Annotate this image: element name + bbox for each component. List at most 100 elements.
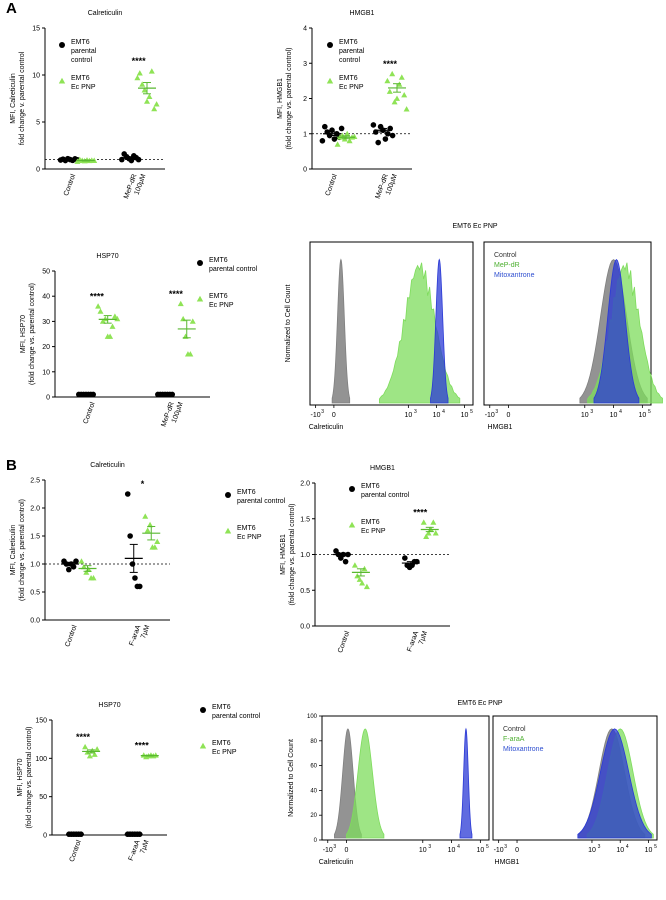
a2-point-ecpnp (398, 74, 405, 80)
b3-point-ecpnp (152, 752, 159, 758)
b4-x-tick-label: -10 (494, 847, 504, 854)
b2-y-tick-label: 0.0 (300, 624, 310, 631)
a4-x-label: HMGB1 (488, 424, 513, 431)
b1-point-parental (124, 491, 131, 497)
b1-point-parental (136, 583, 143, 590)
a2-y-tick-label: 2 (303, 96, 307, 103)
a3-y-tick-label: 50 (42, 269, 50, 276)
a3-y-tick-label: 0 (46, 395, 50, 402)
b4-x-tick-label: 10 (476, 847, 484, 854)
a2-point-ecpnp (391, 99, 398, 105)
a3-point-ecpnp (189, 318, 196, 324)
a1-y-label: fold change v. parental control (19, 51, 26, 145)
b2-legend-label: parental control (361, 492, 410, 499)
a4-x-tick-exponent: 3 (414, 409, 417, 415)
b4-histogram-faraa (346, 728, 385, 839)
b1-legend-marker-ecpnp (224, 527, 232, 534)
b4-y-tick-label: 0 (314, 838, 318, 844)
a2-legend-label: control (339, 57, 360, 64)
a4-panel-frame (483, 241, 652, 406)
a3-legend-marker-parental (197, 260, 203, 266)
b1-title: Calreticulin (90, 462, 125, 469)
b3-y-label: (fold change vs. parental control) (26, 727, 33, 829)
b2-y-label: MFI, HMGB1 (280, 534, 287, 575)
b2-point-ecpnp (363, 583, 370, 590)
a1-y-tick-label: 0 (36, 167, 40, 174)
b1-y-tick-label: 1.5 (30, 534, 40, 541)
a4-x-tick-label: 10 (433, 412, 441, 419)
a4-x-tick-label: 0 (332, 412, 336, 419)
b1-legend-marker-parental (225, 492, 231, 498)
b1-y-tick-label: 1.0 (30, 562, 40, 569)
a2-legend-marker-parental (327, 42, 333, 48)
a3-y-tick-label: 40 (42, 294, 50, 301)
a2-y-tick-label: 1 (303, 131, 307, 138)
b4-y-tick-label: 60 (310, 764, 317, 770)
a2-point-ecpnp (386, 88, 393, 94)
b1-point-parental (132, 575, 138, 581)
a4-legend-mepdr: MeP-dR (494, 262, 520, 269)
b1-y-tick-label: 2.0 (30, 506, 40, 513)
b2-y-label: (fold change vs. parental control) (289, 504, 296, 606)
b4-legend-control: Control (503, 726, 526, 733)
a3-legend-marker-ecpnp (196, 295, 204, 302)
a4-title: EMT6 Ec PNP (452, 223, 497, 230)
b4-x-tick-exponent: 3 (504, 844, 507, 850)
a2-point-parental (322, 123, 328, 130)
a1-point-ecpnp (134, 74, 141, 81)
b4-x-tick-label: -10 (323, 847, 333, 854)
b2-legend-marker-ecpnp (348, 521, 356, 528)
a3-point-ecpnp (187, 351, 194, 357)
a2-point-ecpnp (401, 91, 408, 98)
b2-legend-label: EMT6 (361, 483, 380, 490)
b4-x-tick-label: 0 (515, 847, 519, 854)
b2-y-tick-label: 1.5 (300, 516, 310, 523)
a1-legend-marker-ecpnp (58, 77, 66, 84)
b1-legend-label: EMT6 (237, 489, 256, 496)
a2-title: HMGB1 (350, 10, 375, 17)
a4-x-tick-label: 10 (461, 412, 469, 419)
b4-y-tick-label: 100 (307, 714, 318, 720)
b4-x-label: HMGB1 (495, 859, 520, 866)
a4-x-tick-label: 10 (638, 412, 646, 419)
a4-histogram-mitoxantrone (430, 258, 449, 404)
panel-letter-a: A (6, 0, 17, 17)
b3-y-tick-label: 100 (35, 756, 47, 763)
a3-y-label: MFI, HSP70 (20, 315, 27, 353)
a4-x-tick-exponent: 3 (495, 409, 498, 415)
a1-y-tick-label: 10 (32, 73, 40, 80)
b4-x-tick-label: 0 (345, 847, 349, 854)
a1-point-ecpnp (148, 68, 155, 74)
a4-x-label: Calreticulin (309, 424, 344, 431)
a1-legend-label: EMT6 (71, 39, 90, 46)
b2-significance: **** (413, 507, 428, 517)
b3-title: HSP70 (98, 702, 120, 709)
a3-legend-label: parental control (209, 266, 258, 273)
a3-y-tick-label: 20 (42, 344, 50, 351)
a1-point-ecpnp (153, 101, 160, 107)
b4-histogram-mitoxantrone (577, 728, 652, 839)
a3-point-ecpnp (97, 308, 104, 314)
b3-legend-marker-ecpnp (199, 742, 207, 749)
a4-legend-control: Control (494, 252, 517, 259)
a1-y-tick-label: 15 (32, 26, 40, 33)
b4-title: EMT6 Ec PNP (457, 700, 502, 707)
a1-y-tick-label: 5 (36, 120, 40, 127)
b3-point-ecpnp (91, 751, 98, 757)
a4-x-tick-exponent: 4 (442, 409, 445, 415)
b4-x-tick-exponent: 4 (457, 844, 460, 850)
a2-y-tick-label: 4 (303, 26, 307, 33)
b2-y-tick-label: 0.5 (300, 588, 310, 595)
a2-y-tick-label: 3 (303, 61, 307, 68)
a4-panel-frame (309, 241, 474, 406)
b1-point-parental (73, 558, 79, 564)
b2-point-ecpnp (420, 519, 427, 525)
b1-y-tick-label: 0.5 (30, 590, 40, 597)
a3-significance: **** (90, 291, 105, 301)
a2-point-ecpnp (384, 77, 391, 84)
b1-point-parental (129, 561, 136, 567)
a2-point-ecpnp (394, 95, 400, 101)
b2-legend-label: Ec PNP (361, 528, 386, 535)
